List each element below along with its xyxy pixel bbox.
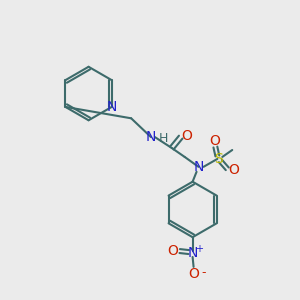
Text: H: H xyxy=(159,132,168,145)
Text: O: O xyxy=(167,244,178,258)
Text: N: N xyxy=(188,246,198,260)
Text: N: N xyxy=(194,160,204,174)
Text: O: O xyxy=(228,163,239,177)
Text: +: + xyxy=(194,244,202,254)
Text: S: S xyxy=(214,152,223,166)
Text: -: - xyxy=(202,266,206,279)
Text: O: O xyxy=(209,134,220,148)
Text: N: N xyxy=(146,130,156,144)
Text: O: O xyxy=(181,129,192,143)
Text: O: O xyxy=(188,267,199,281)
Text: N: N xyxy=(106,100,117,114)
